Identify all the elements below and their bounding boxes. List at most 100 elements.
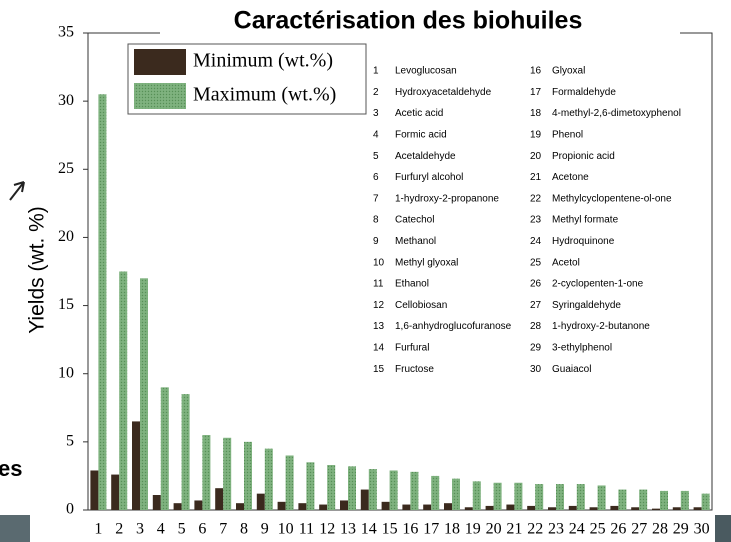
compound-name: 1-hydroxy-2-propanone: [395, 193, 499, 204]
legend-texture: [134, 83, 186, 109]
compound-name: Hydroxyacetaldehyde: [395, 87, 492, 98]
y-tick-label: 15: [58, 296, 74, 313]
bar: [568, 505, 577, 510]
chart-title: Caractérisation des biohuiles: [234, 7, 583, 35]
bar: [506, 504, 515, 510]
bar: [610, 505, 619, 510]
bar: [402, 504, 411, 510]
compound-number: 18: [530, 108, 542, 119]
x-tick-label: 3: [136, 521, 144, 538]
compound-number: 8: [373, 215, 379, 226]
compound-number: 23: [530, 215, 542, 226]
x-tick-label: 28: [652, 521, 668, 538]
bar-texture: [223, 437, 232, 510]
compound-number: 13: [373, 321, 385, 332]
bar-texture: [119, 271, 128, 510]
bar-texture: [576, 484, 585, 510]
compound-number: 16: [530, 66, 542, 77]
bar-texture: [618, 489, 627, 510]
y-tick-label: 0: [66, 501, 74, 518]
bar: [298, 503, 307, 510]
compound-number: 29: [530, 343, 542, 354]
x-tick-label: 13: [340, 521, 356, 538]
compound-name: 1,6-anhydroglucofuranose: [395, 321, 512, 332]
bar: [236, 503, 244, 510]
compound-name: Methylcyclopentene-ol-one: [552, 193, 672, 204]
compound-name: Methyl formate: [552, 215, 619, 226]
compound-name: Formaldehyde: [552, 87, 616, 98]
compound-name: Catechol: [395, 215, 434, 226]
compound-name: Phenol: [552, 130, 583, 141]
compound-number: 26: [530, 279, 542, 290]
photo-fragment: [715, 515, 731, 542]
bar-texture: [264, 448, 273, 510]
x-tick-label: 30: [694, 521, 710, 538]
compound-number: 5: [373, 151, 379, 162]
compound-number: 21: [530, 172, 542, 183]
compound-name: 2-cyclopenten-1-one: [552, 279, 644, 290]
compound-name: Acetol: [552, 257, 580, 268]
y-tick-label: 35: [58, 24, 74, 41]
y-tick-label: 10: [58, 364, 74, 381]
bar-texture: [389, 470, 398, 510]
compound-number: 10: [373, 257, 385, 268]
y-tick-label: 30: [58, 92, 74, 109]
x-tick-label: 4: [157, 521, 165, 538]
compound-number: 11: [373, 279, 384, 290]
compound-name: Guaiacol: [552, 364, 591, 375]
x-tick-label: 7: [219, 521, 227, 538]
compound-name: 3-ethylphenol: [552, 343, 612, 354]
bar: [464, 507, 473, 510]
bar: [527, 505, 536, 510]
bar: [652, 508, 660, 510]
legend-label: Minimum (wt.%): [193, 50, 333, 72]
bar-texture: [472, 481, 481, 510]
bar: [173, 503, 182, 510]
bar-texture: [348, 466, 356, 510]
bar: [589, 507, 598, 510]
bar-texture: [680, 490, 689, 510]
bar-texture: [410, 471, 419, 510]
bar-texture: [181, 394, 190, 510]
bar-texture: [160, 387, 169, 510]
x-tick-label: 19: [465, 521, 481, 538]
y-tick-label: 25: [58, 160, 74, 177]
compound-number: 30: [530, 364, 542, 375]
x-tick-label: 22: [527, 521, 543, 538]
x-tick-label: 23: [548, 521, 564, 538]
bar-texture: [535, 484, 544, 510]
bar-texture: [285, 455, 294, 510]
bar-texture: [597, 485, 606, 510]
compound-name: Syringaldehyde: [552, 300, 621, 311]
y-axis-label: Yields (wt. %): [26, 206, 49, 334]
compound-number: 9: [373, 236, 379, 247]
legend-swatch: [134, 49, 186, 75]
x-tick-label: 5: [178, 521, 186, 538]
compound-number: 3: [373, 108, 379, 119]
bar-texture: [98, 94, 107, 510]
compound-number: 28: [530, 321, 542, 332]
bar: [319, 504, 328, 510]
y-tick-label: 5: [66, 433, 74, 450]
y-tick-label: 20: [58, 228, 74, 245]
x-tick-label: 25: [590, 521, 606, 538]
compound-number: 1: [373, 66, 379, 77]
bar-texture: [493, 482, 502, 510]
compound-name: Propionic acid: [552, 151, 615, 162]
compound-number: 4: [373, 130, 379, 141]
compound-number: 15: [373, 364, 385, 375]
legend-label: Maximum (wt.%): [193, 84, 336, 106]
compound-name: Methanol: [395, 236, 436, 247]
bar: [90, 470, 99, 510]
title-backdrop: [160, 5, 680, 41]
bar-texture: [639, 489, 648, 510]
compound-number: 2: [373, 87, 379, 98]
compound-name: 4-methyl-2,6-dimetoxyphenol: [552, 108, 681, 119]
compound-number: 22: [530, 193, 542, 204]
bar: [360, 489, 369, 510]
x-tick-label: 10: [278, 521, 294, 538]
x-tick-label: 21: [506, 521, 522, 538]
x-tick-label: 27: [631, 521, 647, 538]
cropped-text: es: [0, 456, 22, 481]
x-tick-label: 16: [402, 521, 418, 538]
